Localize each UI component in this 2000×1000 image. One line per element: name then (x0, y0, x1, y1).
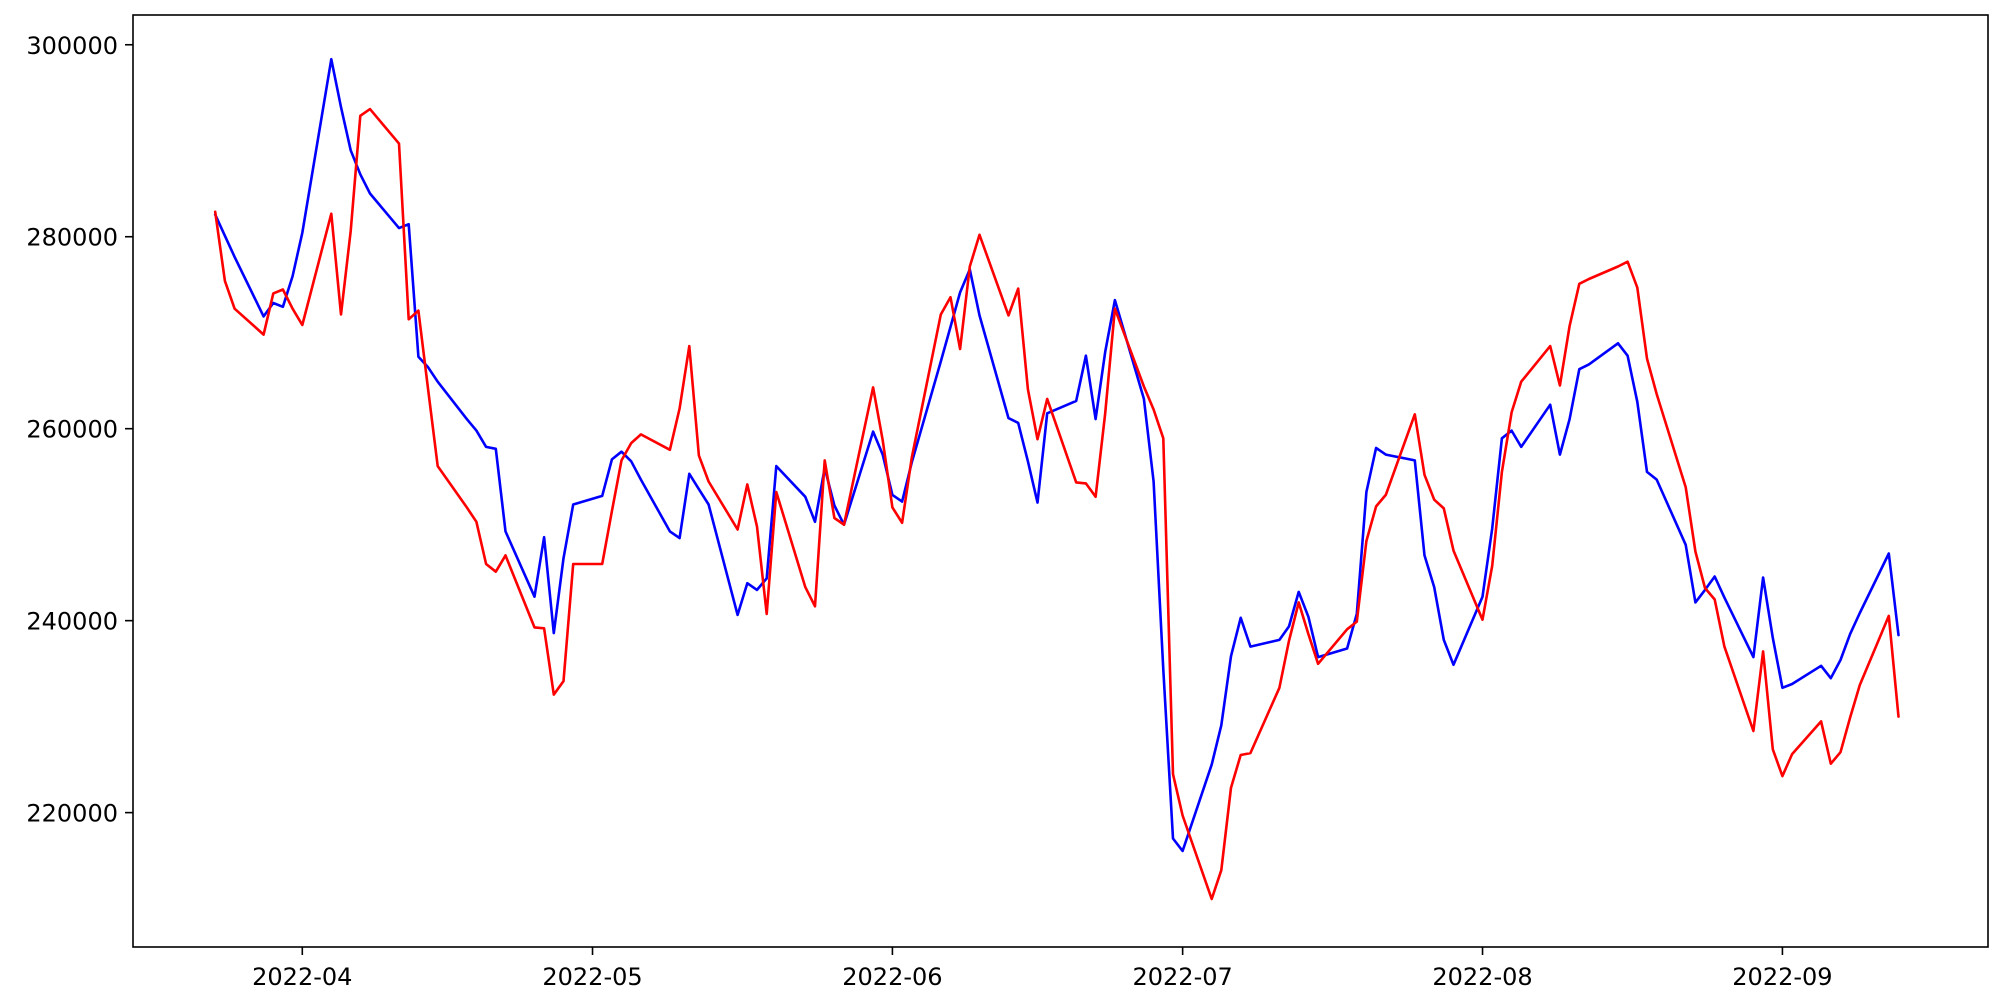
x-axis-ticks: 2022-04 2022-05 2022-06 2022-07 2022-08 2022-… (252, 947, 1833, 991)
x-tick-label: 2022-06 (842, 963, 942, 991)
plot-area (133, 15, 1988, 947)
x-tick-label: 2022-08 (1432, 963, 1532, 991)
y-axis-ticks: 220000 240000 260000 280000 300000 (26, 32, 133, 828)
x-tick-label: 2022-04 (252, 963, 352, 991)
y-tick-label: 280000 (26, 224, 118, 252)
x-tick-label: 2022-09 (1732, 963, 1832, 991)
y-tick-label: 220000 (26, 800, 118, 828)
plot-frame (132, 14, 1989, 948)
x-tick-label: 2022-07 (1132, 963, 1232, 991)
y-tick-label: 300000 (26, 32, 118, 60)
y-tick-label: 240000 (26, 608, 118, 636)
series-lines (213, 57, 1900, 901)
series-blue-line (213, 57, 1900, 853)
x-tick-label: 2022-05 (542, 963, 642, 991)
series-red-line (213, 107, 1900, 901)
y-tick-label: 260000 (26, 416, 118, 444)
